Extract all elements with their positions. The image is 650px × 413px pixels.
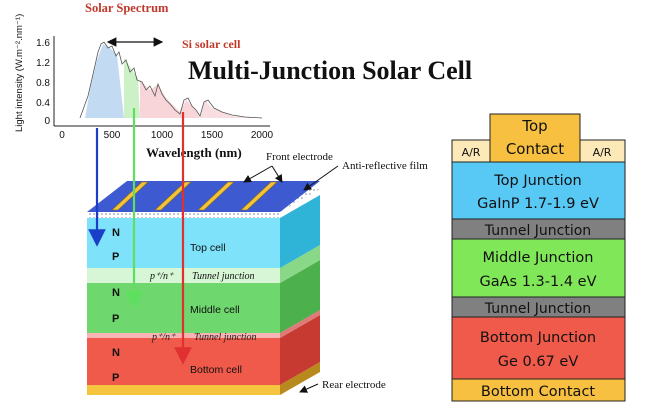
bottom-n-label: N (112, 347, 120, 359)
middle-cell-label: Middle cell (190, 304, 240, 316)
bottom-junction-material: Ge 0.67 eV (498, 354, 579, 370)
tunnel-1-label: Tunnel junction (192, 271, 255, 282)
si-cell-label: Si solar cell (182, 37, 241, 51)
spectrum-xtick-2: 500 (104, 130, 121, 141)
layer-stack: Top Contact A/R A/R Top Junction GaInP 1… (451, 113, 626, 402)
bottom-junction-label: Bottom Junction (480, 330, 596, 346)
front-electrode-pointer-2 (271, 165, 283, 183)
top-junction-block (451, 161, 626, 220)
top-n-label: N (112, 227, 120, 239)
bottom-p-label: P (112, 372, 119, 384)
rear-electrode-pointer (299, 383, 319, 393)
electrode-finger-3 (197, 181, 235, 211)
spectrum-x-label: Wavelength (nm) (146, 145, 242, 160)
bottom-contact-block (451, 378, 626, 402)
rear-electrode-front (87, 385, 280, 395)
spectrum-xtick-1: 0 (59, 130, 65, 141)
tunnel-2-prefix: p⁺/n⁺ (151, 332, 176, 343)
bottom-cell-side (280, 315, 320, 385)
electrode-finger-1 (111, 181, 149, 211)
cell-3d: N P N P N P Top cell Middle cell Bottom … (87, 108, 428, 395)
ar-film-label: Anti-reflective film (342, 160, 428, 172)
ar-right-label: A/R (593, 146, 612, 159)
cell-top-surface (87, 181, 320, 212)
spectrum-curve (79, 41, 263, 119)
top-junction-material: GaInP 1.7-1.9 eV (477, 196, 599, 212)
main-title: Multi-Junction Solar Cell (188, 56, 473, 85)
spectrum-ytick-4: 0.4 (36, 98, 50, 109)
top-p-label: P (112, 251, 119, 263)
ar-left-label: A/R (462, 146, 481, 159)
bottom-contact-label: Bottom Contact (481, 384, 596, 400)
middle-junction-material: GaAs 1.3-1.4 eV (479, 274, 596, 290)
top-contact-line-2: Contact (506, 140, 564, 158)
spectrum-ytick-5: 0 (44, 116, 50, 127)
middle-junction-label: Middle Junction (483, 250, 594, 266)
spectrum-band-blue (85, 44, 124, 118)
middle-p-label: P (112, 313, 119, 325)
middle-n-label: N (112, 287, 120, 299)
spectrum-ytick-1: 1.6 (36, 38, 50, 49)
tunnel-1-prefix: p⁺/n⁺ (149, 271, 174, 282)
spectrum-chart: 1.6 1.2 0.8 0.4 0 0 500 1000 1500 2000 L… (14, 1, 274, 160)
top-contact-block (489, 113, 581, 163)
spectrum-xtick-3: 1000 (151, 130, 174, 141)
spectrum-xtick-4: 1500 (201, 130, 224, 141)
spectrum-band-pink (140, 80, 200, 118)
front-electrode-pointer-1 (243, 165, 273, 183)
ar-film-pointer (303, 165, 339, 191)
spectrum-ytick-3: 0.8 (36, 78, 50, 89)
tunnel-junction-2-label: Tunnel Junction (484, 301, 591, 317)
bottom-junction-block (451, 316, 626, 380)
tunnel-junction-1-label: Tunnel Junction (484, 223, 591, 239)
middle-cell-side (280, 260, 320, 333)
bottom-cell-label: Bottom cell (190, 364, 242, 376)
spectrum-band-pink-tail (200, 100, 256, 118)
front-electrode-label: Front electrode (266, 151, 333, 163)
spectrum-ytick-2: 1.2 (36, 58, 50, 69)
tunnel-2-side (280, 310, 320, 338)
top-cell-label: Top cell (190, 242, 226, 254)
spectrum-title: Solar Spectrum (85, 1, 169, 15)
spectrum-xtick-5: 2000 (251, 130, 274, 141)
rear-electrode-side (280, 362, 320, 395)
top-cell-side (280, 195, 320, 268)
tunnel-2-label: Tunnel junction (194, 332, 257, 343)
spectrum-band-green (124, 58, 140, 118)
tunnel-1-side (280, 245, 320, 283)
front-electrode-fingers (111, 181, 278, 211)
spectrum-y-label: Light intensity (W.m⁻².nm⁻¹) (14, 14, 25, 132)
rear-electrode-label: Rear electrode (322, 379, 386, 391)
top-junction-label: Top Junction (493, 173, 581, 189)
top-contact-line-1: Top (521, 117, 547, 135)
